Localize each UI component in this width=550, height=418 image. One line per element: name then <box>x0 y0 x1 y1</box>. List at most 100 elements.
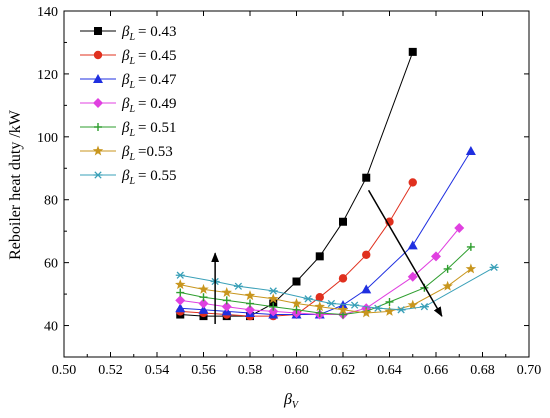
x-tick-label: 0.68 <box>470 363 495 378</box>
data-point <box>93 171 103 179</box>
data-point <box>268 293 279 304</box>
x-tick-label: 0.52 <box>98 363 123 378</box>
legend-label: βL = 0.43 <box>121 24 177 43</box>
legend-label: βL = 0.45 <box>121 48 177 67</box>
data-point <box>221 287 232 297</box>
legend-label: βL = 0.47 <box>121 72 177 91</box>
x-tick-label: 0.70 <box>517 363 542 378</box>
data-point <box>222 296 231 305</box>
data-point <box>233 282 243 290</box>
data-point <box>175 279 186 290</box>
data-point <box>198 283 209 294</box>
data-point <box>338 274 348 283</box>
data-point <box>175 271 185 279</box>
data-point <box>339 217 347 226</box>
data-point <box>361 284 372 294</box>
data-point <box>454 223 465 234</box>
x-tick-label: 0.60 <box>284 363 309 378</box>
series-layer <box>175 47 499 321</box>
annotation-arrow <box>367 189 443 317</box>
x-tick-label: 0.50 <box>52 363 77 378</box>
data-point <box>175 295 186 306</box>
data-point <box>396 306 406 314</box>
data-point <box>385 297 394 306</box>
series-7 <box>175 263 499 314</box>
data-point <box>303 295 313 303</box>
data-point <box>489 263 499 272</box>
legend-item: βL = 0.47 <box>80 72 177 91</box>
data-point <box>94 27 102 35</box>
data-point <box>176 288 185 297</box>
x-tick-label: 0.54 <box>145 363 170 378</box>
legend: βL = 0.43 βL = 0.45 βL = 0.47 βL = 0.49 βL = 0.51… <box>80 24 177 187</box>
x-tick-label: 0.58 <box>238 363 263 378</box>
legend-item: βL =0.53 <box>80 144 173 163</box>
data-point <box>198 304 209 314</box>
data-point <box>269 302 278 311</box>
data-point <box>92 145 104 156</box>
x-tick-label: 0.66 <box>424 363 449 378</box>
data-point <box>384 305 395 316</box>
data-point <box>350 301 360 309</box>
data-point <box>246 299 254 308</box>
data-point <box>199 293 208 302</box>
data-point <box>292 305 301 314</box>
y-tick-label: 120 <box>37 68 58 83</box>
data-point <box>314 301 325 312</box>
legend-item: βL = 0.43 <box>80 24 177 43</box>
data-point <box>268 306 279 317</box>
data-point <box>93 98 103 108</box>
data-point <box>465 263 477 274</box>
y-axis: 40 60 80 100 120 140 <box>37 5 529 358</box>
data-point <box>361 307 372 318</box>
data-point <box>292 277 301 286</box>
data-point <box>93 74 103 83</box>
legend-label: βL = 0.51 <box>121 120 177 139</box>
data-point <box>315 252 324 261</box>
series-5 <box>176 242 475 319</box>
data-point <box>291 298 302 308</box>
legend-label: βL = 0.49 <box>121 96 177 115</box>
x-tick-label: 0.56 <box>191 363 216 378</box>
x-tick-label: 0.64 <box>377 363 402 378</box>
series-6 <box>175 263 477 318</box>
y-tick-label: 80 <box>44 194 58 209</box>
data-point <box>244 290 256 301</box>
x-axis-title: βV <box>283 391 300 411</box>
data-point <box>93 50 103 60</box>
data-point <box>315 293 324 302</box>
legend-item: βL = 0.51 <box>80 120 177 139</box>
data-point <box>465 145 476 155</box>
legend-item: βL = 0.49 <box>80 96 177 115</box>
y-axis-title: Reboiler heat duty /kW <box>7 109 24 260</box>
data-point <box>419 303 429 311</box>
legend-label: βL = 0.55 <box>121 168 177 187</box>
data-point <box>407 271 418 282</box>
y-tick-label: 60 <box>44 257 58 272</box>
data-point <box>442 280 453 291</box>
legend-item: βL = 0.55 <box>80 168 177 187</box>
legend-item: βL = 0.45 <box>80 48 177 67</box>
data-point <box>337 304 349 315</box>
data-point <box>408 47 417 56</box>
legend-label: βL =0.53 <box>121 144 173 163</box>
data-point <box>373 304 383 312</box>
data-point <box>245 304 255 315</box>
data-point <box>221 301 232 312</box>
data-point <box>466 242 475 251</box>
annotation-layer <box>211 189 443 324</box>
data-point <box>94 123 102 131</box>
y-tick-label: 40 <box>44 320 58 335</box>
data-point <box>175 303 186 313</box>
data-point <box>362 250 371 259</box>
data-point <box>408 178 417 187</box>
y-tick-label: 140 <box>37 5 58 20</box>
data-point <box>362 173 371 182</box>
y-tick-label: 100 <box>37 131 58 146</box>
data-point <box>407 299 418 310</box>
x-axis: 0.50 0.52 0.54 0.56 0.58 0.60 0.62 0.64 0.66 0.68… <box>52 11 542 378</box>
data-point <box>198 298 209 309</box>
x-tick-label: 0.62 <box>331 363 356 378</box>
